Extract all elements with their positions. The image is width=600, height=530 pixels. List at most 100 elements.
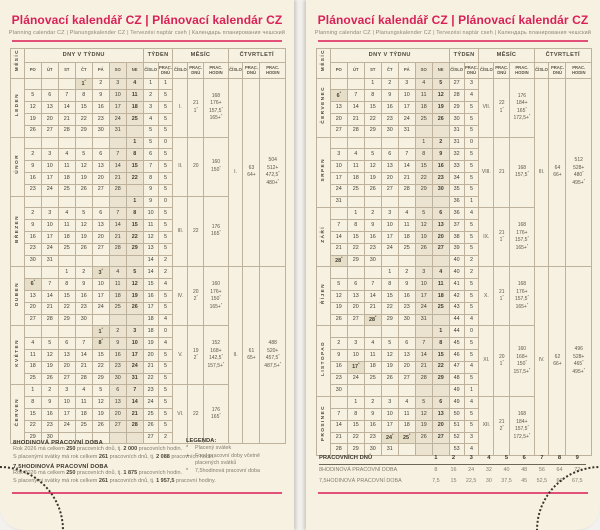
sum-line: 65+: [247, 355, 256, 362]
week-number: 50: [448, 407, 465, 421]
sum-line: V.: [178, 351, 183, 358]
month-name: KVĚTEN: [10, 325, 25, 386]
sum-line: 1*: [499, 359, 504, 368]
week-row: ČERVEN 1 2 3 4 5 6 7 23 5 VI. 22 176 165*: [10, 384, 286, 445]
sum-line: 480+*: [266, 178, 280, 186]
week-number: 48: [448, 372, 465, 386]
week-workdays: 5: [463, 348, 480, 362]
sum-line: 152: [211, 340, 221, 347]
day-cell: 17: [40, 230, 59, 244]
month-workdays: 20 1*: [493, 325, 511, 398]
week-workdays: 5: [157, 89, 174, 103]
hours-table-value: 6: [522, 455, 526, 461]
day-cell: [397, 136, 416, 150]
day-cell: 26: [23, 124, 42, 138]
month-column-label: MĚSÍC: [14, 49, 20, 72]
week-number: 7: [142, 160, 159, 173]
week-workdays: 2: [157, 254, 174, 268]
week-row: 6* 7 8 9 10 11 12 15 4: [11, 278, 286, 291]
day-cell: 12: [431, 89, 450, 103]
day-cell: [74, 325, 93, 339]
month-name: ŘÍJEN: [316, 266, 331, 327]
day-cell: [57, 195, 76, 209]
day-cell: 7: [329, 219, 348, 232]
sum-line: 160: [211, 281, 221, 288]
week-number: 11: [142, 219, 159, 232]
asterisk: *: [219, 229, 221, 234]
asterisk: *: [502, 424, 504, 429]
sum-line: 63: [248, 164, 255, 171]
sum-line: 157,5*: [514, 294, 529, 303]
day-cell: 24: [91, 301, 110, 315]
day-cell: [108, 313, 127, 327]
day-cell: 11: [431, 278, 450, 291]
day-cell: [397, 325, 416, 339]
day-cell: 25: [125, 112, 144, 126]
asterisk: *: [528, 113, 531, 118]
day-cell: [23, 77, 42, 91]
sum-line: 150*: [211, 294, 221, 303]
sum-line: 150*: [211, 164, 221, 173]
day-cell: 15: [23, 407, 42, 421]
day-cell: 1: [380, 266, 399, 280]
month-workhours: 176 165*: [203, 195, 229, 268]
day-cell: 16: [74, 289, 93, 303]
hours-table-row: PRACOVNÍCH DNŮ 1 2 3 4 5 6 7 8 9: [319, 452, 586, 465]
day-cell: 8: [431, 337, 450, 350]
day-cell: 27: [108, 419, 127, 433]
day-cell: 26: [363, 183, 382, 197]
asterisk: *: [278, 353, 280, 358]
worktime-line: S placenými svátky má rok celkem 261 pra…: [13, 478, 284, 486]
day-cell: 12: [74, 160, 93, 173]
sum-line: 20: [498, 353, 505, 360]
day-cell: 29: [57, 313, 76, 327]
sum-line: 21: [192, 100, 199, 107]
month-name-label: ÚNOR: [14, 154, 20, 174]
page-left: Plánovací kalendář CZ | Plánovací kalend…: [0, 0, 294, 530]
group-header: MĚSÍC: [172, 47, 229, 63]
month-name: LISTOPAD: [316, 325, 331, 398]
week-row: ŘÍJEN 1 2 3 4 40 2 X. 21 1* 168 176+ 157,5* 165+* IV. 6…: [316, 266, 592, 457]
week-number: 10: [142, 207, 159, 221]
sum-line: IV.: [538, 357, 545, 364]
day-cell: [414, 325, 433, 339]
sum-line: 528+: [573, 164, 585, 171]
day-header: ST: [57, 61, 76, 79]
day-cell: 5: [329, 278, 348, 291]
text-segment: S placenými svátky má rok celkem: [13, 454, 99, 461]
asterisk: *: [527, 170, 529, 175]
sum-line: 165+*: [209, 302, 223, 310]
group-header: MĚSÍC: [478, 47, 535, 63]
sum-line: 165+*: [209, 113, 223, 122]
asterisk: *: [196, 105, 198, 110]
asterisk: *: [526, 243, 529, 248]
sum-line: 176: [211, 223, 221, 230]
day-cell: 18: [57, 171, 76, 185]
day-cell: 23: [363, 431, 382, 445]
day-cell: 6: [57, 337, 76, 350]
week-workdays: 5: [157, 171, 174, 185]
day-cell: 7: [414, 337, 433, 350]
day-cell: 27: [397, 372, 416, 386]
week-row: 13 14 15 16 17 18 19 29 5: [317, 101, 592, 114]
day-cell: 23: [431, 171, 450, 185]
day-cell: 21: [57, 112, 76, 126]
day-cell: [363, 136, 382, 150]
day-cell: [380, 136, 399, 150]
asterisk: *: [339, 90, 341, 95]
day-cell: 2: [23, 207, 42, 221]
day-cell: 26: [380, 372, 399, 386]
day-cell: 20: [57, 360, 76, 374]
asterisk: *: [502, 235, 504, 240]
stat-header: PRAC. DNŮ: [157, 61, 174, 79]
asterisk: *: [196, 294, 198, 299]
day-cell: 19: [380, 360, 399, 374]
sum-line: 512+: [267, 164, 279, 171]
asterisk: *: [33, 279, 35, 284]
week-number: 32: [448, 148, 465, 162]
text-segment: Rok 2026 má celkem: [13, 470, 67, 477]
day-header: PO: [329, 61, 348, 79]
day-cell: 26: [414, 431, 433, 445]
week-row: KVĚTEN 1* 2 3 18 0 V. 19 2* 152 168+ 142,5* 157,5+*: [10, 325, 286, 386]
sum-line: 487,5+*: [264, 361, 282, 369]
